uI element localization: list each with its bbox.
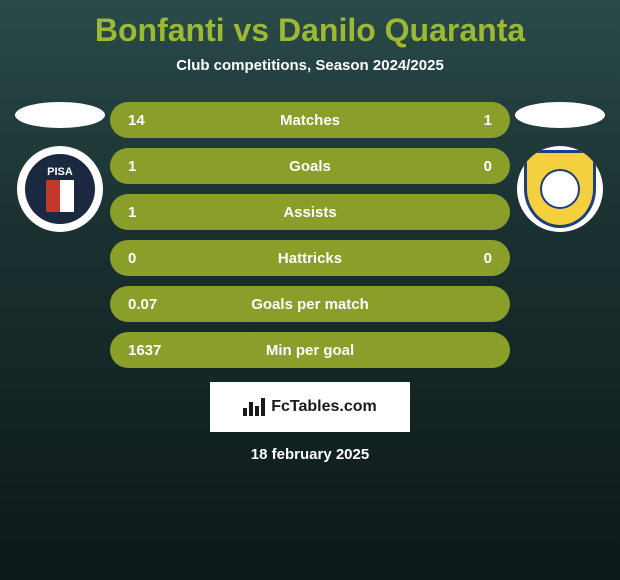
stat-left-value: 0.07 bbox=[128, 296, 168, 313]
content-area: PISA 14 Matches 1 1 Goals 0 1 Assists bbox=[0, 102, 620, 463]
player-left-column: PISA bbox=[10, 102, 110, 232]
stat-row-hattricks: 0 Hattricks 0 bbox=[110, 240, 510, 276]
stat-row-matches: 14 Matches 1 bbox=[110, 102, 510, 138]
juve-stabia-badge-icon bbox=[524, 150, 596, 228]
club-badge-left: PISA bbox=[17, 146, 103, 232]
stat-left-value: 14 bbox=[128, 112, 168, 129]
stat-row-goals: 1 Goals 0 bbox=[110, 148, 510, 184]
pisa-shield-icon bbox=[46, 180, 74, 212]
stat-right-value: 1 bbox=[452, 112, 492, 129]
stat-label: Goals per match bbox=[251, 296, 369, 313]
comparison-date: 18 february 2025 bbox=[0, 446, 620, 463]
pisa-badge-icon: PISA bbox=[25, 154, 95, 224]
stat-label: Min per goal bbox=[266, 342, 354, 359]
stat-left-value: 1 bbox=[128, 204, 168, 221]
comparison-title: Bonfanti vs Danilo Quaranta bbox=[0, 0, 620, 49]
stat-left-value: 0 bbox=[128, 250, 168, 267]
bar-chart-icon bbox=[243, 398, 265, 416]
club-badge-right bbox=[517, 146, 603, 232]
stat-left-value: 1637 bbox=[128, 342, 168, 359]
stat-row-goals-per-match: 0.07 Goals per match bbox=[110, 286, 510, 322]
stat-row-min-per-goal: 1637 Min per goal bbox=[110, 332, 510, 368]
stat-right-value: 0 bbox=[452, 250, 492, 267]
stat-label: Matches bbox=[280, 112, 340, 129]
juve-stabia-inner-icon bbox=[540, 169, 580, 209]
stat-row-assists: 1 Assists bbox=[110, 194, 510, 230]
player-left-avatar-placeholder bbox=[15, 102, 105, 128]
fctables-logo-box[interactable]: FcTables.com bbox=[210, 382, 410, 432]
stat-left-value: 1 bbox=[128, 158, 168, 175]
player-right-column bbox=[510, 102, 610, 232]
pisa-label: PISA bbox=[47, 166, 73, 178]
player-right-avatar-placeholder bbox=[515, 102, 605, 128]
stat-label: Assists bbox=[283, 204, 336, 221]
stat-label: Goals bbox=[289, 158, 331, 175]
fctables-text: FcTables.com bbox=[271, 398, 377, 416]
stats-container: 14 Matches 1 1 Goals 0 1 Assists 0 Hattr… bbox=[110, 102, 510, 368]
stat-right-value: 0 bbox=[452, 158, 492, 175]
stat-label: Hattricks bbox=[278, 250, 342, 267]
comparison-subtitle: Club competitions, Season 2024/2025 bbox=[0, 57, 620, 74]
